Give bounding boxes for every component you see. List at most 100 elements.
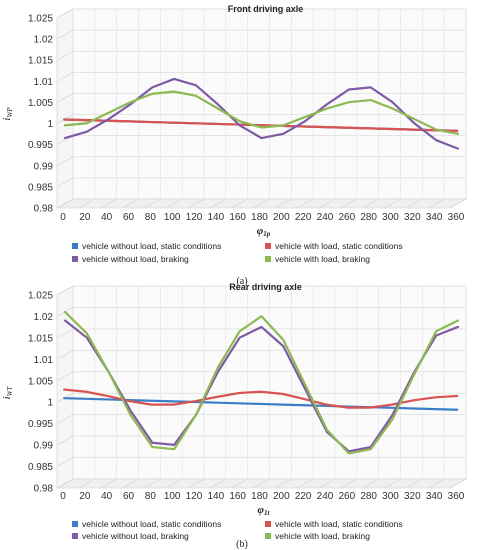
x-tick-label: 0 xyxy=(60,212,66,223)
x-grid-floor xyxy=(406,198,423,209)
legend-label: vehicle without load, braking xyxy=(82,254,189,264)
y-grid-side xyxy=(56,93,74,103)
x-tick-label: 120 xyxy=(186,491,203,502)
x-tick-label: 80 xyxy=(145,491,157,502)
legend-label: vehicle with load, static conditions xyxy=(275,241,403,251)
x-grid-floor xyxy=(275,198,292,209)
x-grid-floor xyxy=(100,478,117,489)
series-line xyxy=(63,77,460,150)
x-grid-floor xyxy=(231,198,248,209)
x-grid-floor xyxy=(253,198,270,209)
x-tick-label: 180 xyxy=(251,491,268,502)
y-axis-label: iWT xyxy=(1,386,14,400)
x-axis-label-main: φ xyxy=(257,225,264,237)
x-axis-label-main: φ xyxy=(258,504,265,516)
x-tick-label: 160 xyxy=(229,212,246,223)
y-tick-label: 1.005 xyxy=(28,98,53,109)
y-tick-label: 0.98 xyxy=(34,204,54,215)
y-tick-label: 1.02 xyxy=(34,35,54,46)
y-tick-label: 1.015 xyxy=(28,333,53,344)
y-grid-side xyxy=(56,177,74,188)
legend-swatch xyxy=(265,243,271,249)
y-grid-side xyxy=(56,371,74,382)
y-grid-side xyxy=(56,414,74,424)
x-grid-floor xyxy=(78,478,95,489)
y-tick-label: 0.99 xyxy=(34,441,54,452)
x-tick-label: 60 xyxy=(123,212,135,223)
x-grid-floor xyxy=(144,198,161,209)
legend-label: vehicle with load, static conditions xyxy=(275,519,403,529)
y-tick-label: 0.995 xyxy=(28,419,53,430)
y-axis-label-sub: WT xyxy=(6,386,14,397)
x-grid-floor xyxy=(56,198,74,209)
x-tick-label: 100 xyxy=(164,491,181,502)
figure-caption: (a) xyxy=(236,276,247,287)
series-line xyxy=(63,388,459,409)
y-tick-label: 1.02 xyxy=(34,312,54,323)
y-grid-side xyxy=(56,29,74,40)
y-tick-label: 0.99 xyxy=(34,161,54,172)
x-axis-label: φ1t xyxy=(258,504,271,517)
x-tick-label: 320 xyxy=(404,212,421,223)
x-grid-floor xyxy=(384,198,401,209)
y-tick-label: 1 xyxy=(47,119,53,130)
y-grid-side xyxy=(56,457,74,467)
series-line xyxy=(63,90,460,135)
y-tick-label: 1.015 xyxy=(28,56,53,67)
x-grid-floor xyxy=(166,478,183,489)
x-tick-label: 220 xyxy=(295,212,312,223)
y-axis-label-main: i xyxy=(1,396,13,399)
y-tick-label: 0.985 xyxy=(28,462,53,473)
x-grid-floor xyxy=(166,198,183,209)
x-axis-label-sub: 1t xyxy=(264,509,271,517)
y-tick-label: 1.005 xyxy=(28,376,53,387)
x-grid-floor xyxy=(340,478,357,489)
x-grid-floor xyxy=(275,478,292,489)
y-tick-label: 1.025 xyxy=(28,291,53,302)
x-tick-label: 120 xyxy=(186,212,203,223)
y-tick-label: 1.025 xyxy=(28,14,53,25)
x-grid-floor xyxy=(449,478,467,489)
x-grid-floor xyxy=(122,478,139,489)
x-tick-label: 360 xyxy=(448,212,465,223)
figure-caption: (b) xyxy=(236,539,248,550)
y-grid-side xyxy=(56,435,74,446)
series-line xyxy=(63,319,460,453)
x-grid-floor xyxy=(187,478,205,489)
series-line xyxy=(63,118,459,133)
x-grid-floor xyxy=(297,478,314,489)
x-grid-floor xyxy=(78,198,95,209)
y-axis-label-main: i xyxy=(1,118,13,121)
x-grid-floor xyxy=(100,198,117,209)
x-grid-floor xyxy=(449,198,467,209)
legend-swatch xyxy=(265,521,271,527)
legend-label: vehicle without load, braking xyxy=(82,531,189,541)
x-tick-label: 220 xyxy=(295,491,312,502)
chart-rear-driving-axle: 0.98 0.985 0.99 0.995 1 1.005 1.01 1.015 1.02 1.0… xyxy=(1,282,468,550)
x-tick-label: 140 xyxy=(207,491,224,502)
x-tick-label: 320 xyxy=(404,491,421,502)
y-tick-label: 0.98 xyxy=(34,484,54,495)
legend-label: vehicle without load, static conditions xyxy=(82,519,221,529)
x-tick-label: 240 xyxy=(317,491,334,502)
legend-label: vehicle with load, braking xyxy=(275,254,370,264)
chart-front-driving-axle: 0.98 0.985 0.99 0.995 1 1.005 1.01 1.015 1.02 1.0… xyxy=(1,4,468,287)
legend-swatch xyxy=(265,533,271,539)
x-grid-floor xyxy=(144,478,161,489)
y-tick-label: 1.01 xyxy=(34,77,54,88)
y-grid-side xyxy=(56,156,74,167)
x-grid-floor xyxy=(428,198,445,209)
y-tick-label: 1.01 xyxy=(34,355,54,366)
x-tick-label: 200 xyxy=(273,491,290,502)
x-grid-floor xyxy=(362,478,379,489)
x-grid-floor xyxy=(384,478,401,489)
x-tick-label: 80 xyxy=(145,212,157,223)
x-axis-label: φ1p xyxy=(257,225,271,238)
y-grid-side xyxy=(56,350,74,360)
series-line xyxy=(63,310,460,455)
y-tick-label: 0.995 xyxy=(28,140,53,151)
y-grid-side xyxy=(56,328,74,339)
x-grid-floor xyxy=(318,198,336,209)
x-grid-floor xyxy=(187,198,205,209)
